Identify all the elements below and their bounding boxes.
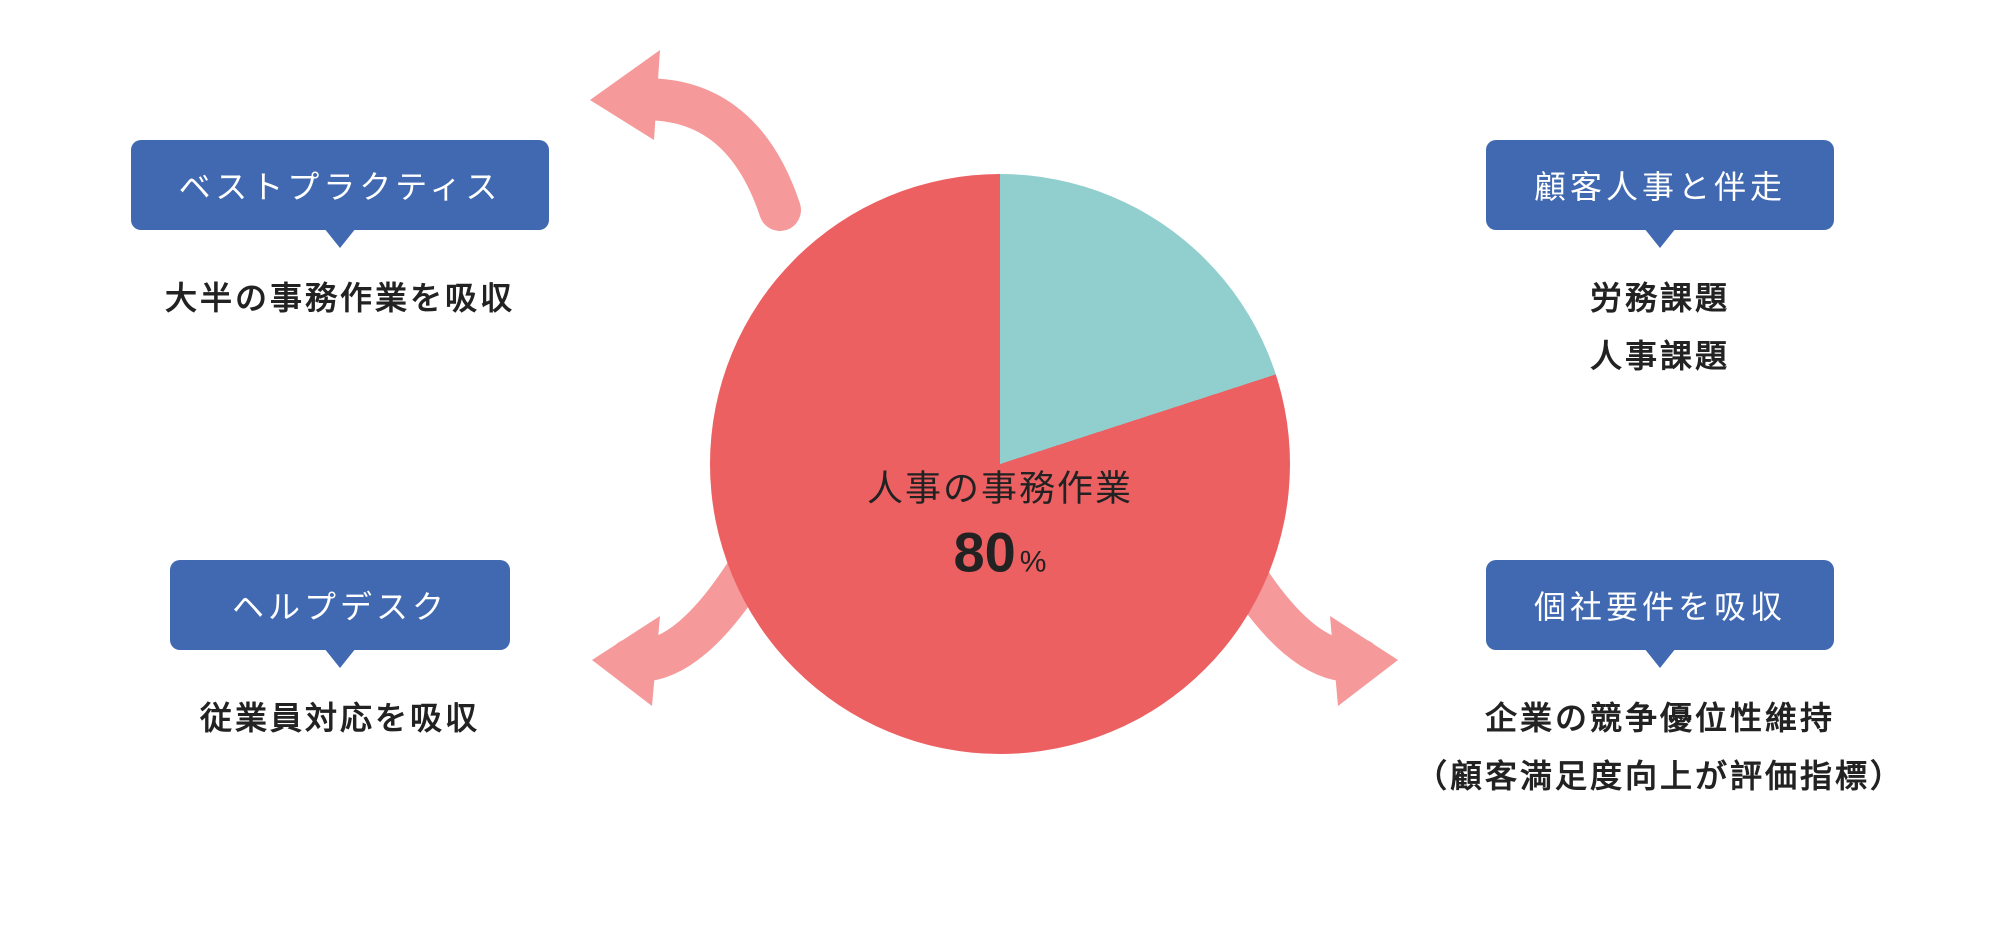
tag-company-requirements: 個社要件を吸収 <box>1486 560 1834 650</box>
callout-body-top-left: 大半の事務作業を吸収 <box>120 270 560 328</box>
callout-top-left: ベストプラクティス 大半の事務作業を吸収 <box>120 140 560 328</box>
callout-top-right: 顧客人事と伴走 労務課題 人事課題 <box>1440 140 1880 385</box>
callout-bottom-right: 個社要件を吸収 企業の競争優位性維持 （顧客満足度向上が評価指標） <box>1400 560 1920 805</box>
pie-label-value: 80% <box>867 520 1133 585</box>
pie-center-label: 人事の事務作業 80% <box>867 460 1133 585</box>
tag-customer-hr: 顧客人事と伴走 <box>1486 140 1834 230</box>
pie-chart: 人事の事務作業 80% <box>710 174 1290 754</box>
callout-body-bottom-right: 企業の競争優位性維持 （顧客満足度向上が評価指標） <box>1400 690 1920 805</box>
pie-label-text: 人事の事務作業 <box>867 460 1133 512</box>
callout-body-top-right: 労務課題 人事課題 <box>1440 270 1880 385</box>
diagram-root: 人事の事務作業 80% ベストプラクティス 大半の事務作業を吸収 顧客人事と伴走… <box>0 0 2000 928</box>
tag-best-practice: ベストプラクティス <box>131 140 550 230</box>
callout-bottom-left: ヘルプデスク 従業員対応を吸収 <box>120 560 560 748</box>
callout-body-bottom-left: 従業員対応を吸収 <box>120 690 560 748</box>
tag-helpdesk: ヘルプデスク <box>170 560 510 650</box>
